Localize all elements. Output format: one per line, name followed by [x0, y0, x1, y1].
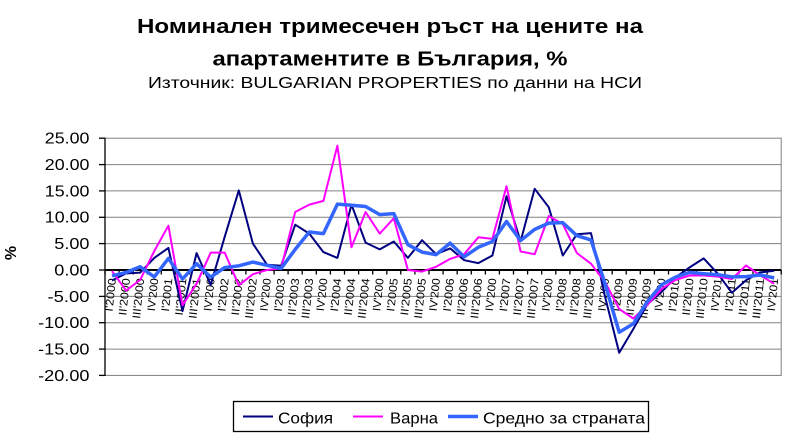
svg-text:I'2006: I'2006 — [442, 278, 457, 312]
svg-text:II'2003: II'2003 — [286, 278, 302, 316]
svg-text:20.00: 20.00 — [45, 157, 90, 174]
svg-text:-20.00: -20.00 — [38, 368, 90, 385]
svg-text:III'2003: III'2003 — [300, 278, 316, 320]
svg-text:25.00: 25.00 — [45, 131, 90, 148]
svg-text:IV'200: IV'200 — [484, 278, 499, 312]
svg-text:I'2002: I'2002 — [216, 278, 231, 312]
svg-text:IV'200: IV'200 — [146, 278, 161, 312]
svg-text:II'2010: II'2010 — [681, 278, 697, 316]
svg-text:II'2002: II'2002 — [230, 278, 246, 316]
svg-text:5.00: 5.00 — [54, 236, 89, 253]
svg-text:Номинален тримесечен ръст на ц: Номинален тримесечен ръст на цените на — [137, 15, 644, 38]
svg-text:II'2004: II'2004 — [343, 278, 359, 316]
svg-text:IV'200: IV'200 — [428, 278, 443, 312]
svg-text:I'2010: I'2010 — [667, 278, 682, 312]
svg-text:Варна: Варна — [390, 410, 438, 427]
svg-text:II'2007: II'2007 — [512, 278, 528, 316]
svg-text:II'2005: II'2005 — [399, 278, 415, 316]
svg-text:-5.00: -5.00 — [48, 289, 90, 306]
svg-text:III'2011: III'2011 — [751, 278, 767, 320]
svg-text:IV'200: IV'200 — [315, 278, 330, 312]
svg-text:III'2008: III'2008 — [582, 278, 598, 320]
svg-text:I'2007: I'2007 — [498, 278, 513, 312]
svg-text:Средно за страната: Средно за страната — [483, 410, 645, 427]
svg-text:IV'201: IV'201 — [709, 278, 724, 312]
svg-text:II'2008: II'2008 — [568, 278, 584, 316]
svg-text:IV'200: IV'200 — [540, 278, 555, 312]
svg-text:%: % — [3, 246, 20, 260]
svg-text:10.00: 10.00 — [45, 210, 90, 227]
svg-text:III'2005: III'2005 — [413, 278, 429, 320]
svg-text:I'2008: I'2008 — [554, 278, 569, 312]
svg-text:III'2010: III'2010 — [695, 278, 711, 320]
svg-text:-15.00: -15.00 — [38, 342, 90, 359]
svg-text:I'2009: I'2009 — [611, 278, 626, 312]
svg-text:IV'200: IV'200 — [259, 278, 274, 312]
svg-text:II'2011: II'2011 — [737, 278, 753, 316]
svg-text:III'2004: III'2004 — [356, 278, 372, 320]
svg-text:III'2001: III'2001 — [187, 278, 203, 320]
svg-text:I'2004: I'2004 — [329, 278, 344, 312]
svg-text:III'2007: III'2007 — [526, 278, 542, 320]
svg-text:III'2000: III'2000 — [131, 278, 147, 320]
svg-text:Източник: BULGARIAN PROPERTIES: Източник: BULGARIAN PROPERTIES по данни … — [148, 75, 642, 92]
svg-text:IV'200: IV'200 — [371, 278, 386, 312]
svg-text:I'2005: I'2005 — [385, 278, 400, 312]
svg-text:II'2009: II'2009 — [624, 278, 640, 316]
svg-text:III'2006: III'2006 — [469, 278, 485, 320]
svg-text:-10.00: -10.00 — [38, 315, 90, 332]
svg-text:III'2002: III'2002 — [244, 278, 260, 320]
svg-text:I'2000: I'2000 — [104, 278, 119, 312]
svg-text:0.00: 0.00 — [54, 262, 89, 279]
svg-text:I'2003: I'2003 — [273, 278, 288, 312]
svg-text:IV'200: IV'200 — [202, 278, 217, 312]
svg-text:апартаментите в България, %: апартаментите в България, % — [213, 48, 568, 71]
svg-text:IV'201: IV'201 — [766, 278, 781, 312]
svg-text:София: София — [278, 410, 333, 427]
svg-text:II'2006: II'2006 — [455, 278, 471, 316]
svg-text:I'2001: I'2001 — [160, 278, 175, 312]
svg-text:15.00: 15.00 — [45, 183, 90, 200]
